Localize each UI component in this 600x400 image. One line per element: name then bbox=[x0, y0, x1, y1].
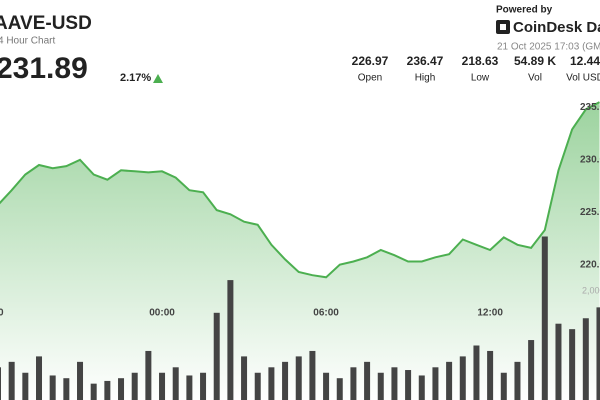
volume-bar bbox=[487, 350, 494, 400]
volume-bar bbox=[241, 356, 248, 400]
volume-bar bbox=[432, 367, 439, 400]
stat-label: Open bbox=[358, 73, 382, 84]
stat-label: High bbox=[415, 73, 436, 84]
x-tick-label: 12:00 bbox=[477, 308, 503, 319]
volume-bar bbox=[528, 340, 535, 400]
volume-bar bbox=[514, 361, 521, 400]
volume-bar bbox=[63, 378, 70, 400]
stat-value: 236.47 bbox=[407, 54, 444, 68]
price-area bbox=[0, 102, 600, 400]
volume-bar bbox=[145, 350, 152, 400]
timestamp: 21 Oct 2025 17:03 (GMT bbox=[497, 42, 600, 53]
volume-bar bbox=[459, 356, 466, 400]
volume-bar bbox=[254, 372, 261, 400]
volume-bar bbox=[213, 312, 220, 400]
volume-bar bbox=[186, 375, 193, 400]
title: AAVE-USD bbox=[0, 13, 92, 34]
volume-bar bbox=[0, 367, 1, 400]
stat-value: 54.89 K bbox=[514, 54, 556, 68]
stat-label: Vol USD bbox=[566, 73, 600, 84]
price-line bbox=[0, 101, 600, 279]
subtitle: 4 Hour Chart bbox=[0, 36, 55, 47]
y2-tick-label: 2,000 bbox=[582, 285, 600, 295]
y-tick-label: 235.0 bbox=[580, 102, 600, 113]
volume-bar bbox=[22, 372, 29, 400]
x-tick-label: 00:00 bbox=[149, 308, 175, 319]
brand: CoinDesk Data bbox=[513, 19, 600, 36]
stat-value: 12.44 bbox=[570, 54, 600, 68]
volume-bar bbox=[131, 372, 138, 400]
x-tick-label: 00 bbox=[0, 308, 4, 319]
volume-bar bbox=[36, 356, 43, 400]
stats: 226.97 Open 236.47 High 218.63 Low 54.89 K Vol 1… bbox=[352, 54, 600, 83]
volume-bar bbox=[596, 307, 600, 400]
stat-value: 226.97 bbox=[352, 54, 389, 68]
stat-label: Vol bbox=[528, 73, 542, 84]
volume-bar bbox=[90, 383, 97, 400]
volume-bar bbox=[364, 361, 371, 400]
volume-bar bbox=[391, 367, 398, 400]
volume-bar bbox=[323, 372, 330, 400]
price: 231.89 bbox=[0, 52, 88, 85]
volume-bar bbox=[268, 367, 275, 400]
volume-bar bbox=[49, 375, 56, 400]
volume-bar bbox=[555, 323, 562, 400]
volume-bar bbox=[473, 345, 480, 400]
volume-bar bbox=[541, 236, 548, 400]
volume-bar bbox=[446, 361, 453, 400]
volume-bar bbox=[282, 361, 289, 400]
volume-bar bbox=[418, 375, 425, 400]
volume-bar bbox=[295, 356, 302, 400]
volume-bar bbox=[377, 372, 384, 400]
stat-value: 218.63 bbox=[462, 54, 499, 68]
y-tick-label: 230.0 bbox=[580, 154, 600, 165]
up-arrow bbox=[153, 74, 163, 83]
change: 2.17% bbox=[120, 72, 151, 84]
volume-bar bbox=[405, 370, 412, 400]
powered-by: Powered by bbox=[496, 5, 553, 16]
volume-bar bbox=[77, 361, 84, 400]
volume-bar bbox=[569, 329, 576, 400]
plot: 220.0 225.0 230.0 235.0 2,000 00 00:00 06:00 12:… bbox=[0, 101, 600, 400]
volume-bar bbox=[104, 380, 111, 400]
volume-bar bbox=[118, 378, 125, 400]
volume-bar bbox=[159, 372, 166, 400]
volume-bar bbox=[582, 318, 589, 400]
volume-bar bbox=[500, 372, 507, 400]
logo-inner bbox=[500, 24, 506, 30]
stat-label: Low bbox=[471, 73, 490, 84]
volume-bar bbox=[8, 361, 15, 400]
volume-bar bbox=[172, 367, 179, 400]
volume-bar bbox=[350, 367, 357, 400]
volume-bar bbox=[200, 372, 207, 400]
y-tick-label: 220.0 bbox=[580, 259, 600, 270]
volume-bar bbox=[336, 378, 343, 400]
volume-bar bbox=[227, 280, 234, 400]
volume-bar bbox=[309, 350, 316, 400]
x-tick-label: 06:00 bbox=[313, 308, 339, 319]
y-tick-label: 225.0 bbox=[580, 207, 600, 218]
